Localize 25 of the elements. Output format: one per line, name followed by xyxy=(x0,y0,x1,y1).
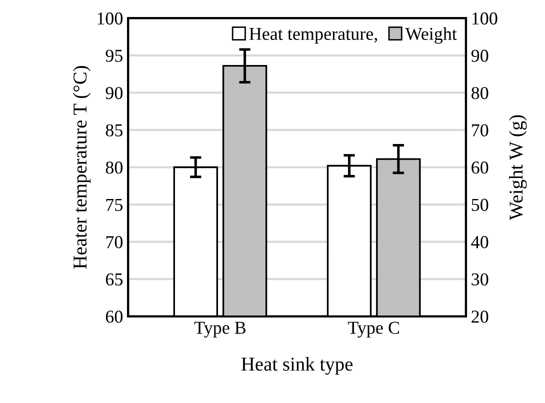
y-tick-label: 65 xyxy=(106,273,123,286)
y2-tick-label: 100 xyxy=(472,12,498,25)
x-tick-label: Type C xyxy=(348,322,400,338)
y2-tick-label: 70 xyxy=(472,124,488,136)
x-tick-label: Type B xyxy=(194,322,246,338)
y-tick-label: 60 xyxy=(106,310,123,323)
y-tick-label: 75 xyxy=(106,198,123,211)
legend-label: Heat temperature, xyxy=(249,28,378,44)
y-tick-label: 80 xyxy=(106,162,123,174)
y2-tick-label: 30 xyxy=(472,273,488,286)
y-tick-label: 100 xyxy=(98,12,123,25)
y-tick-label: 90 xyxy=(106,86,123,100)
y2-axis-title: Weight W (g) xyxy=(509,115,527,220)
y2-tick-label: 60 xyxy=(472,162,488,174)
y2-tick-label: 40 xyxy=(471,236,488,248)
y-tick-label: 70 xyxy=(106,236,123,248)
y2-tick-label: 50 xyxy=(472,198,488,211)
y-tick-label: 85 xyxy=(106,124,123,136)
y-axis-title: Heater temperature T (°C) xyxy=(72,66,91,269)
y2-tick-label: 90 xyxy=(471,50,488,62)
y2-tick-label: 20 xyxy=(472,310,488,323)
x-axis-title: Heat sink type xyxy=(241,357,353,375)
y2-tick-label: 80 xyxy=(472,86,488,100)
y-tick-label: 95 xyxy=(106,50,123,62)
legend-label: Weight xyxy=(405,27,457,44)
